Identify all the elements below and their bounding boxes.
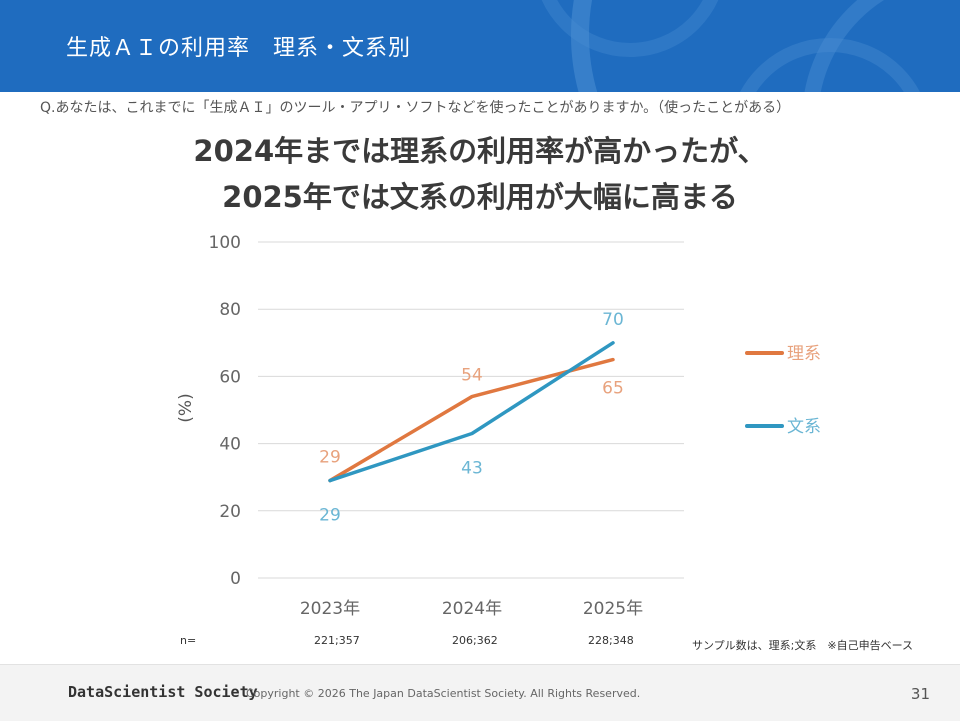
x-tick-label: 2025年 <box>583 599 643 619</box>
header-decoration <box>541 0 920 92</box>
data-labels: 29 54 65 29 43 70 <box>319 310 624 526</box>
chart-series <box>328 341 615 483</box>
page-number: 31 <box>910 685 930 703</box>
headline-line-1: 2024年までは理系の利用率が高かったが、 <box>193 134 767 168</box>
data-label: 70 <box>602 310 624 330</box>
series-line-1 <box>328 341 615 483</box>
x-axis-ticks: 2023年 2024年 2025年 <box>300 599 643 619</box>
data-label: 43 <box>461 459 483 479</box>
data-label: 29 <box>319 448 341 468</box>
x-tick-label: 2024年 <box>442 599 502 619</box>
legend-label: 文系 <box>787 417 821 437</box>
y-tick-label: 80 <box>219 300 241 320</box>
copyright-text: Copyright © 2026 The Japan DataScientist… <box>246 687 641 700</box>
y-axis-label: (%) <box>176 393 196 422</box>
line-chart: 0 20 40 60 80 100 2023年 2024年 2025年 29 54 65 29 43 7… <box>176 233 821 619</box>
sample-size-2023: 221;357 <box>314 634 360 647</box>
chart-grid <box>258 241 684 579</box>
data-label: 54 <box>461 366 483 386</box>
y-tick-label: 0 <box>230 569 241 589</box>
legend-label: 理系 <box>787 344 821 364</box>
sample-size-2025: 228;348 <box>588 634 634 647</box>
y-tick-label: 100 <box>209 233 241 253</box>
header-banner: 生成ＡＩの利用率 理系・文系別 <box>0 0 960 92</box>
y-tick-label: 20 <box>219 502 241 522</box>
y-tick-label: 60 <box>219 367 241 387</box>
header-title: 生成ＡＩの利用率 理系・文系別 <box>66 36 412 61</box>
data-label: 65 <box>602 379 624 399</box>
sample-size-2024: 206;362 <box>452 634 498 647</box>
footer: DataScientist Society Copyright © 2026 T… <box>0 664 960 721</box>
sample-note: サンプル数は、理系;文系 ※自己申告ベース <box>692 639 914 652</box>
survey-question: Q.あなたは、これまでに「生成ＡＩ」のツール・アプリ・ソフトなどを使ったことがあ… <box>40 100 791 116</box>
data-label: 29 <box>319 506 341 526</box>
headline-line-2: 2025年では文系の利用が大幅に高まる <box>222 180 738 214</box>
sample-size-label: n= <box>180 634 197 647</box>
y-axis-ticks: 0 20 40 60 80 100 <box>209 233 241 589</box>
y-tick-label: 40 <box>219 435 241 455</box>
x-tick-label: 2023年 <box>300 599 360 619</box>
brand-logo: DataScientist Society <box>68 683 258 701</box>
